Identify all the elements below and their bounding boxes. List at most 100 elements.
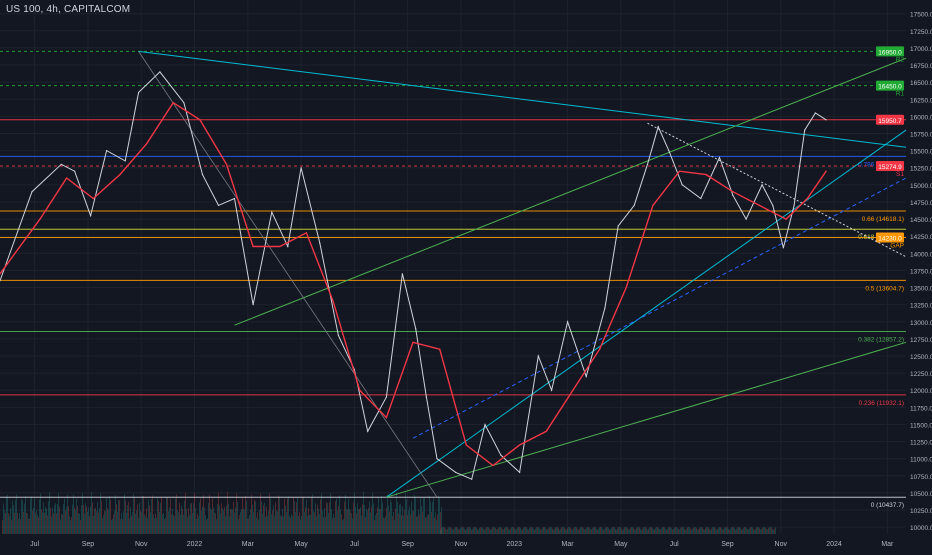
volume-bar [360, 506, 361, 534]
volume-bar [262, 513, 263, 534]
volume-bar [658, 527, 659, 534]
volume-bar [341, 514, 342, 534]
volume-bar [201, 510, 202, 534]
series-point [484, 423, 486, 426]
volume-bar [568, 527, 569, 534]
series-point [217, 204, 220, 206]
volume-bar [276, 510, 277, 534]
volume-bar [439, 497, 440, 534]
volume-bar [598, 528, 599, 534]
trendline-upper [138, 50, 907, 148]
volume-bar [197, 513, 198, 534]
volume-bar [134, 497, 135, 534]
volume-bar [497, 529, 498, 534]
volume-bar [660, 529, 661, 534]
volume-bar [705, 528, 706, 534]
volume-bar [396, 492, 397, 534]
volume-bar [544, 527, 545, 534]
trendline-support [386, 129, 907, 498]
trendline-dotted-white [647, 122, 907, 258]
volume-bar [400, 503, 401, 534]
volume-bar [626, 527, 627, 534]
volume-bar [714, 527, 715, 534]
volume-bar [693, 527, 694, 534]
volume-bar [266, 506, 267, 534]
volume-bar [15, 499, 16, 534]
volume-bar [648, 528, 649, 534]
volume-bar [640, 528, 641, 534]
volume-bar [332, 518, 333, 534]
volume-bar [65, 510, 66, 534]
series-point [545, 430, 547, 432]
volume-bar [583, 528, 584, 534]
volume-bar [378, 497, 379, 534]
volume-bar [772, 528, 773, 534]
x-tick-label: Mar [881, 541, 894, 548]
volume-bar [436, 519, 437, 534]
series-point [785, 218, 787, 220]
series-point [537, 355, 539, 357]
volume-bar [494, 527, 495, 534]
volume-bar [357, 503, 358, 534]
trendline-channel-top [234, 57, 907, 326]
volume-bar [105, 510, 106, 534]
volume-bar [472, 528, 473, 534]
volume-bar [706, 527, 707, 534]
series-point [287, 245, 289, 248]
volume-bar [269, 493, 270, 534]
volume-bar [40, 493, 41, 534]
volume-bar [695, 527, 696, 534]
volume-bar [302, 496, 303, 534]
volume-bar [521, 529, 522, 534]
volume-bar [334, 517, 335, 534]
volume-bar [502, 529, 503, 534]
volume-bar [519, 527, 520, 534]
volume-bar [479, 527, 480, 534]
volume-bar [493, 527, 494, 534]
volume-bar [305, 507, 306, 534]
volume-bar [767, 529, 768, 534]
volume-bar [551, 527, 552, 534]
volume-bar [252, 504, 253, 534]
volume-bar [282, 509, 283, 534]
volume-bar [514, 528, 515, 534]
volume-bar [365, 517, 366, 534]
volume-bar [154, 518, 155, 534]
volume-bar [137, 504, 138, 534]
volume-bar [607, 527, 608, 534]
volume-bar [270, 498, 271, 534]
volume-bar [526, 527, 527, 534]
series-point [772, 204, 774, 206]
volume-bar [207, 518, 208, 534]
series-point [66, 177, 68, 179]
y-tick-label: 12250.0 [910, 371, 932, 378]
volume-bar [203, 495, 204, 534]
series-point [385, 417, 387, 419]
volume-bar [491, 528, 492, 534]
volume-bar [699, 527, 700, 534]
volume-bar [218, 492, 219, 534]
y-tick-label: 12500.0 [910, 354, 932, 361]
volume-bar [632, 527, 633, 534]
volume-bar [768, 528, 769, 534]
series-point [367, 430, 369, 432]
volume-bar [149, 505, 150, 534]
volume-bar [364, 504, 365, 534]
volume-bar [732, 527, 733, 534]
series-point [705, 173, 707, 176]
volume-bar [484, 529, 485, 534]
volume-bar [220, 513, 221, 534]
series-point [793, 204, 795, 206]
volume-bar [124, 493, 125, 534]
volume-bar [46, 508, 47, 534]
volume-bar [475, 527, 476, 534]
volume-bar [84, 513, 85, 534]
volume-bar [161, 496, 162, 534]
volume-bar [565, 529, 566, 534]
volume-bar [593, 527, 594, 534]
volume-bar [421, 506, 422, 534]
volume-bar [55, 503, 56, 534]
volume-bar [717, 528, 718, 534]
